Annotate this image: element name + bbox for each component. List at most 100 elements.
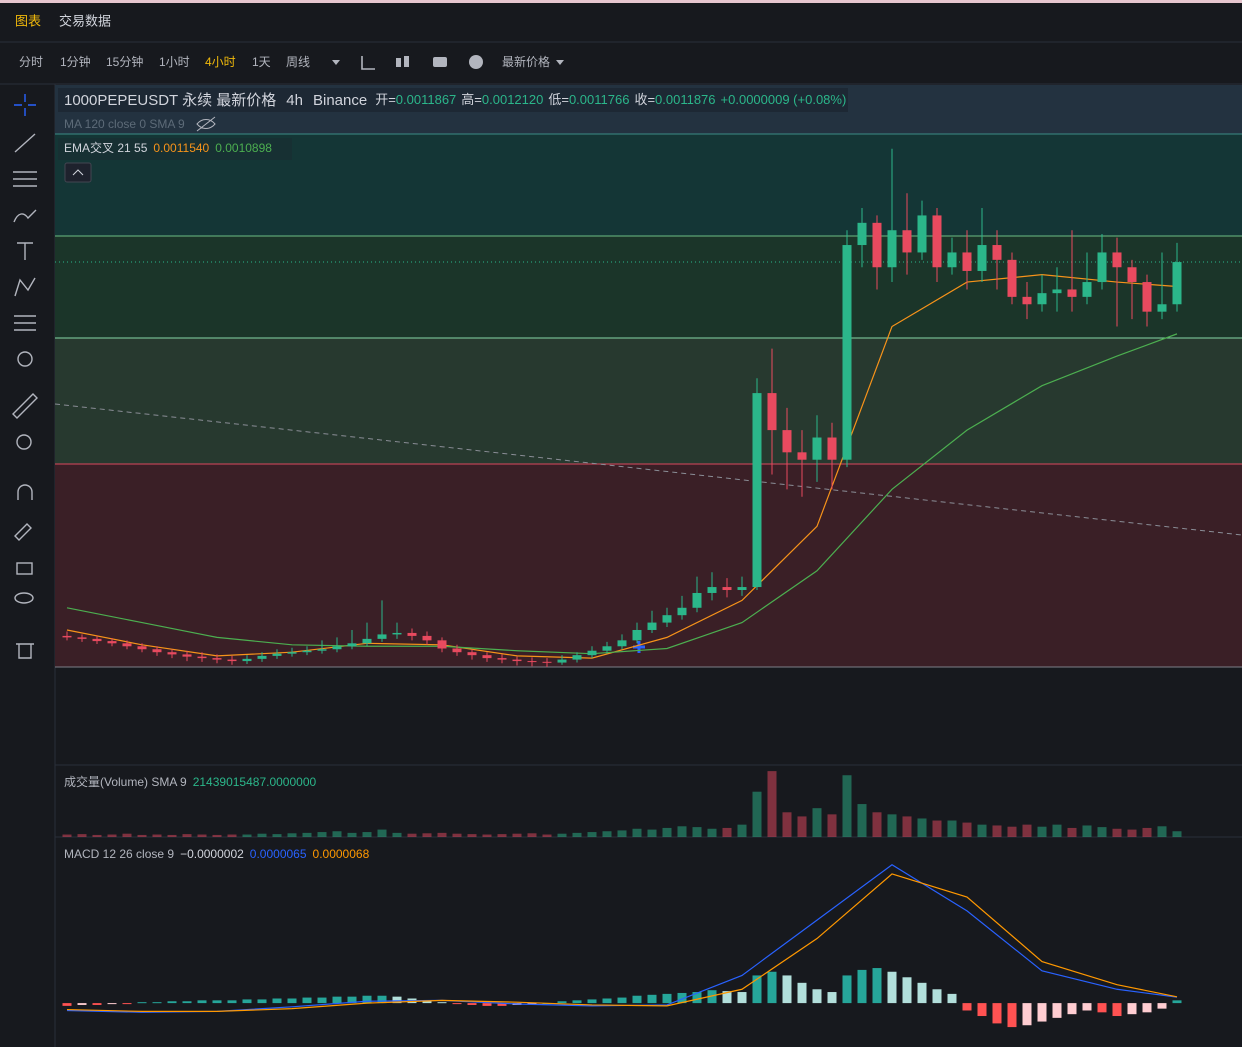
candle-body	[527, 661, 537, 663]
candle-body	[437, 640, 447, 649]
macd-histogram	[1172, 1000, 1182, 1004]
price-source[interactable]: 最新价格	[502, 54, 550, 69]
chart-type-button[interactable]	[396, 58, 401, 67]
volume-bar	[482, 834, 492, 837]
volume-bar	[1052, 824, 1062, 837]
chart-type-button[interactable]	[404, 56, 409, 67]
zoom-tool[interactable]	[16, 434, 32, 450]
line-tool[interactable]	[14, 133, 36, 153]
volume-bar	[197, 834, 207, 837]
macd-histogram	[107, 1003, 117, 1005]
price-dropdown[interactable]	[556, 60, 564, 65]
text-tool[interactable]	[17, 242, 33, 260]
volume-bar	[1082, 825, 1092, 837]
candle-body	[452, 648, 462, 653]
pattern-tool[interactable]	[14, 277, 36, 297]
tab[interactable]: 交易数据	[59, 13, 111, 28]
volume-bar	[782, 812, 792, 837]
volume-bar	[632, 828, 642, 837]
macd-histogram	[497, 1003, 507, 1006]
macd-histogram	[617, 997, 627, 1004]
delete-tool[interactable]	[16, 643, 34, 659]
interval[interactable]: 1天	[252, 55, 271, 69]
lock-draw-tool[interactable]	[14, 523, 32, 541]
volume-bar	[842, 775, 852, 837]
macd-histogram	[392, 996, 402, 1004]
indicator-label: MA 120 close 0 SMA 9	[64, 117, 185, 131]
macd-histogram	[1142, 1003, 1152, 1013]
tab[interactable]: 图表	[15, 13, 41, 28]
volume-bar	[1007, 826, 1017, 837]
macd-histogram	[797, 982, 807, 1004]
magnet-tool[interactable]	[17, 484, 33, 500]
macd-histogram	[647, 994, 657, 1004]
candle-body	[767, 393, 777, 431]
candle-body	[1007, 259, 1017, 297]
interval-dropdown[interactable]	[332, 60, 340, 65]
interval[interactable]: 15分钟	[106, 54, 143, 69]
ruler-tool[interactable]	[12, 393, 38, 419]
macd-histogram	[1082, 1003, 1092, 1011]
volume-legend: 成交量(Volume) SMA 9 21439015487.0000000	[64, 774, 316, 789]
volume-bar	[602, 831, 612, 837]
macd-histogram	[92, 1003, 102, 1005]
candle-body	[137, 646, 147, 650]
volume-bar	[452, 833, 462, 837]
macd-histogram	[287, 998, 297, 1004]
volume-bar	[1157, 826, 1167, 837]
interval[interactable]: 4小时	[205, 55, 236, 69]
legend-text: 低=	[548, 92, 569, 107]
candle-body	[332, 646, 342, 650]
candle-body	[1067, 289, 1077, 297]
add-button[interactable]	[469, 55, 483, 69]
emoji-tool[interactable]	[17, 351, 33, 367]
zone	[55, 338, 1242, 464]
macd-histogram	[167, 1001, 177, 1004]
screenshot-button[interactable]	[433, 57, 447, 67]
volume-bar	[392, 832, 402, 837]
candle-body	[467, 652, 477, 656]
indicator-line	[66, 274, 1178, 659]
macd-histogram	[1112, 1003, 1122, 1017]
collapse-icon	[72, 169, 84, 176]
volume-bar	[512, 833, 522, 837]
legend-text: 开=	[375, 92, 396, 107]
interval[interactable]: 分时	[19, 55, 43, 69]
candle-body	[212, 658, 222, 660]
macd-histogram	[767, 971, 777, 1004]
macd-histogram	[887, 971, 897, 1004]
macd-histogram	[437, 1002, 447, 1004]
interval[interactable]: 1分钟	[60, 54, 91, 69]
interval[interactable]: 1小时	[159, 55, 190, 69]
macd-histogram	[377, 995, 387, 1004]
lock-tool[interactable]	[16, 562, 33, 575]
prediction-tool[interactable]	[14, 315, 36, 331]
indicator-button[interactable]	[361, 56, 375, 70]
candle-body	[152, 649, 162, 653]
volume-bar	[827, 814, 837, 837]
candle-body	[62, 635, 72, 638]
volume-bar	[497, 834, 507, 837]
volume-bar	[1097, 827, 1107, 837]
volume-bar	[1172, 831, 1182, 837]
crosshair-tool[interactable]	[14, 94, 36, 116]
interval[interactable]: 周线	[286, 55, 310, 69]
channel-tool[interactable]	[13, 171, 37, 187]
brush-tool[interactable]	[13, 209, 37, 223]
macd-histogram	[812, 989, 822, 1004]
macd-histogram	[857, 969, 867, 1004]
candle-body	[497, 658, 507, 660]
hide-icon[interactable]	[196, 116, 216, 132]
visibility-tool[interactable]	[14, 592, 34, 604]
candle-body	[632, 629, 642, 641]
trend-line	[54, 403, 1242, 536]
legend-text: 0.0000065	[250, 847, 307, 861]
volume-bar	[467, 834, 477, 837]
collapse-button[interactable]	[64, 162, 92, 183]
macd-histogram	[1097, 1003, 1107, 1013]
macd-histogram	[707, 990, 717, 1004]
macd-histogram	[992, 1003, 1002, 1024]
macd-histogram	[782, 975, 792, 1004]
candle-body	[77, 637, 87, 639]
volume-bar	[1112, 828, 1122, 837]
